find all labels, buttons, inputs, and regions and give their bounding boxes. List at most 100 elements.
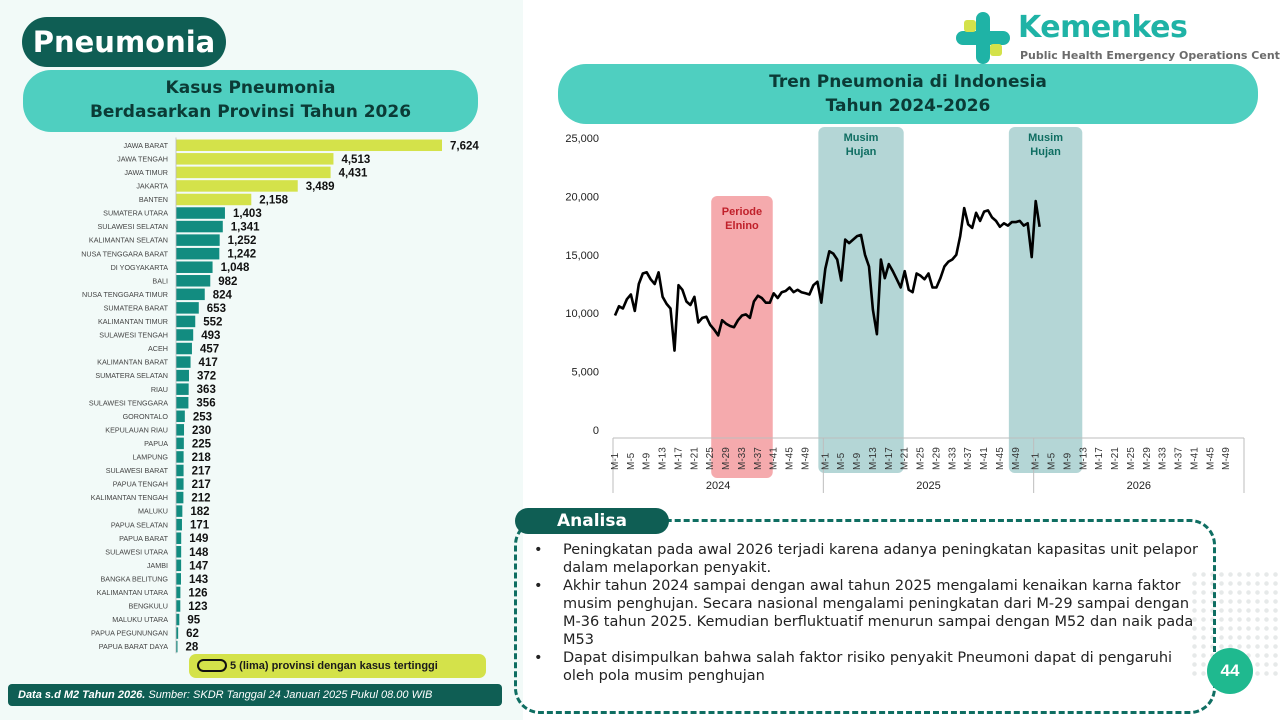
bar: [176, 342, 192, 355]
bar: [176, 546, 182, 558]
bar: [176, 573, 181, 585]
x-tick-label: M-41: [979, 447, 990, 470]
bar-chart-title-line-2: Berdasarkan Provinsi Tahun 2026: [89, 102, 412, 122]
x-tick-label: M-21: [900, 447, 911, 470]
bar-category-label: LAMPUNG: [132, 453, 168, 462]
y-tick-label: 10,000: [565, 308, 599, 320]
bar-category-label: PAPUA PEGUNUNGAN: [91, 629, 168, 638]
y-tick-label: 5,000: [571, 367, 599, 379]
legend-text: 5 (lima) provinsi dengan kasus tertinggi: [230, 660, 438, 672]
x-tick-label: M-41: [1189, 447, 1200, 470]
bar: [176, 234, 220, 246]
x-tick-label: M-25: [1126, 447, 1137, 470]
bar-category-label: SUMATERA UTARA: [103, 209, 168, 218]
x-tick-label: M-45: [995, 447, 1006, 470]
bar-category-label: ACEH: [148, 344, 168, 353]
bar-value-label: 147: [189, 560, 208, 572]
series-line: [613, 199, 1041, 352]
bar: [176, 166, 331, 179]
bar-value-label: 28: [186, 642, 199, 654]
bar: [176, 247, 220, 260]
kemenkes-logo: Kemenkes Public Health Emergency Operati…: [952, 8, 1280, 68]
bar: [176, 586, 181, 599]
bar-category-label: JAWA BARAT: [124, 141, 169, 150]
bar-chart-title-line-1: Kasus Pneumonia: [165, 78, 336, 98]
bar: [176, 315, 196, 328]
bar-category-label: PAPUA BARAT: [119, 534, 168, 543]
province-bar-chart: JAWA BARAT 7,624 JAWA TENGAH 4,513 JAWA TIMU…: [81, 137, 479, 654]
footer-data-note: Data s.d M2 Tahun 2026.: [18, 689, 146, 701]
bar-category-label: KALIMANTAN SELATAN: [89, 236, 168, 245]
bar: [176, 627, 179, 639]
bar-value-label: 824: [213, 289, 233, 301]
bar: [176, 464, 184, 477]
bar-category-label: JAKARTA: [136, 182, 168, 191]
bar-value-label: 982: [218, 276, 237, 288]
bar-chart-legend: 5 (lima) provinsi dengan kasus tertinggi: [189, 654, 486, 678]
annotation-label: Hujan: [1030, 146, 1061, 158]
bar-value-label: 2,158: [259, 194, 288, 206]
bar: [176, 613, 180, 626]
bar-value-label: 4,513: [341, 154, 370, 166]
x-tick-label: M-9: [852, 452, 863, 470]
trend-line-chart: Periode Elnino Musim Hujan Musim Hujan 0 5,000 1…: [565, 127, 1245, 493]
x-tick-label: M-1: [1031, 452, 1042, 470]
analisa-item: Dapat disimpulkan bahwa salah faktor ris…: [533, 649, 1203, 685]
bar: [176, 451, 184, 463]
bar-value-label: 552: [203, 316, 222, 328]
bar-category-label: PAPUA SELATAN: [111, 520, 168, 529]
x-tick-label: M-29: [1142, 447, 1153, 470]
annotation-label: Hujan: [846, 146, 877, 158]
bar: [176, 410, 185, 423]
year-label: 2025: [916, 480, 940, 492]
x-tick-label: M-13: [1078, 447, 1089, 470]
bar: [176, 640, 178, 653]
analisa-item: Akhir tahun 2024 sampai dengan awal tahu…: [533, 577, 1203, 649]
x-tick-label: M-17: [884, 447, 895, 470]
bar-value-label: 212: [191, 493, 210, 505]
bar-category-label: KEPULAUAN RIAU: [105, 425, 168, 434]
x-tick-label: M-5: [836, 452, 847, 470]
bar-category-label: BALI: [152, 276, 168, 285]
bar-value-label: 225: [192, 438, 212, 450]
annotation-band: [1008, 127, 1083, 473]
year-label: 2026: [1127, 480, 1151, 492]
x-tick-label: M-49: [800, 447, 811, 470]
logo-subtitle: Public Health Emergency Operations Cente…: [1020, 49, 1280, 62]
x-tick-label: M-41: [769, 447, 780, 470]
bar: [176, 329, 194, 341]
x-tick-label: M-37: [963, 447, 974, 470]
bar-value-label: 126: [188, 587, 207, 599]
bar: [176, 302, 199, 314]
annotation-band: [711, 196, 773, 478]
bar-value-label: 1,048: [221, 262, 250, 274]
analisa-box: [514, 519, 1216, 714]
x-tick-label: M-29: [931, 447, 942, 470]
x-tick-label: M-49: [1011, 447, 1022, 470]
bar-category-label: PAPUA BARAT DAYA: [99, 642, 168, 651]
bar-category-label: SULAWESI BARAT: [106, 466, 169, 475]
bar: [176, 518, 182, 531]
bar-category-label: BANGKA BELITUNG: [100, 574, 168, 583]
bar-category-label: DI YOGYAKARTA: [111, 263, 169, 272]
bar: [176, 559, 182, 572]
bar-category-label: JAMBI: [147, 561, 168, 570]
bar: [176, 275, 211, 287]
bar: [176, 505, 183, 517]
page-number: 44: [1207, 648, 1253, 694]
bar-category-label: KALIMANTAN TENGAH: [91, 493, 168, 502]
x-tick-label: M-17: [1094, 447, 1105, 470]
bar-chart-title: Kasus Pneumonia Berdasarkan Provinsi Tah…: [23, 70, 478, 132]
y-tick-label: 0: [593, 425, 599, 437]
bar-value-label: 62: [186, 628, 199, 640]
bar: [176, 207, 225, 219]
bar-category-label: PAPUA: [144, 439, 168, 448]
x-tick-label: M-45: [1205, 447, 1216, 470]
bar: [176, 532, 182, 544]
annotation-band: [818, 127, 904, 473]
bar: [176, 180, 298, 192]
bar-category-label: KALIMANTAN BARAT: [97, 358, 168, 367]
bar: [176, 288, 205, 301]
bar: [176, 424, 185, 436]
x-tick-label: M-21: [689, 447, 700, 470]
